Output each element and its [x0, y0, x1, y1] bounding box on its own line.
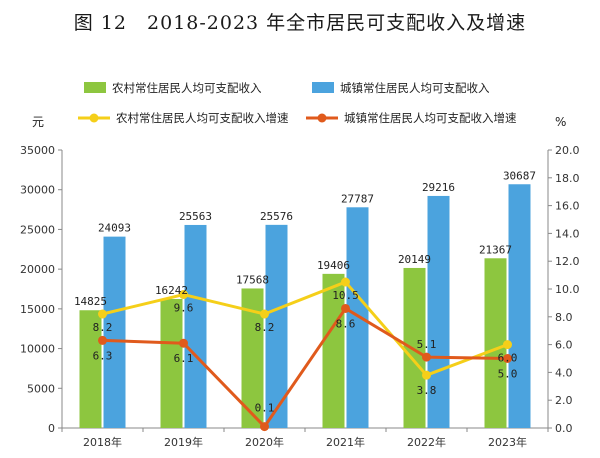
right-tick-label: 0.0	[555, 422, 573, 435]
bar-rural	[79, 310, 102, 428]
point-rural-growth	[341, 277, 350, 287]
data-label-urban-income: 30687	[503, 169, 536, 182]
data-label-urban-growth: 5.1	[417, 338, 437, 351]
data-label-rural-growth: 6.0	[498, 352, 518, 365]
x-tick-label: 2022年	[407, 435, 446, 449]
point-urban-growth	[503, 354, 512, 363]
legend-swatch-urban-bar	[312, 82, 334, 93]
point-rural-growth	[179, 290, 188, 300]
data-label-rural-income: 14825	[74, 295, 107, 308]
data-label-rural-income: 17568	[236, 273, 269, 286]
bar-rural	[160, 298, 183, 428]
right-tick-label: 4.0	[555, 366, 573, 379]
chart-title: 图 12 2018-2023 年全市居民可支配收入及增速	[73, 12, 527, 34]
left-tick-label: 30000	[20, 184, 55, 197]
data-label-urban-growth: 6.3	[93, 349, 113, 362]
legend-label-urban-line: 城镇常住居民人均可支配收入增速	[344, 111, 517, 125]
point-urban-growth	[98, 335, 107, 345]
data-label-urban-growth: 5.0	[498, 368, 518, 381]
right-tick-label: 8.0	[555, 311, 573, 324]
right-tick-label: 20.0	[555, 144, 580, 157]
data-label-urban-income: 24093	[98, 222, 131, 235]
line-rural-growth	[102, 280, 509, 377]
left-tick-label: 10000	[20, 343, 55, 356]
data-label-rural-income: 20149	[398, 253, 431, 266]
data-label-urban-growth: 0.1	[255, 402, 275, 415]
legend-marker-rural	[89, 113, 99, 123]
line-urban-growth	[102, 306, 508, 429]
x-tick-label: 2023年	[488, 435, 527, 449]
left-tick-label: 15000	[20, 303, 55, 316]
legend-swatch-rural-bar	[84, 82, 106, 93]
data-label-urban-income: 25563	[179, 210, 212, 223]
bar-rural	[403, 267, 426, 428]
data-label-urban-growth: 6.1	[174, 352, 194, 365]
legend-label-rural-bar: 农村常住居民人均可支配收入	[112, 81, 262, 95]
data-label-urban-income: 25576	[260, 210, 293, 223]
bar-rural	[484, 258, 507, 428]
left-tick-label: 20000	[20, 263, 55, 276]
left-axis-unit: 元	[32, 115, 44, 129]
bar-urban	[265, 224, 288, 428]
right-axis-unit: %	[555, 115, 566, 129]
data-label-rural-income: 19406	[317, 259, 350, 272]
point-urban-growth	[260, 422, 269, 432]
right-tick-label: 16.0	[555, 200, 580, 213]
point-urban-growth	[422, 352, 431, 362]
data-label-rural-growth: 8.2	[255, 321, 275, 334]
legend-label-urban-bar: 城镇常住居民人均可支配收入	[340, 81, 490, 95]
bar-urban	[508, 184, 531, 428]
bar-urban	[346, 207, 369, 428]
left-tick-label: 5000	[27, 382, 55, 395]
point-urban-growth	[341, 303, 350, 313]
right-tick-label: 2.0	[555, 394, 573, 407]
point-rural-growth	[260, 309, 269, 319]
point-rural-growth	[422, 370, 431, 380]
point-rural-growth	[503, 340, 512, 350]
data-label-urban-growth: 8.6	[336, 317, 356, 330]
data-label-rural-income: 16242	[155, 284, 188, 297]
point-urban-growth	[179, 338, 188, 348]
left-tick-label: 35000	[20, 144, 55, 157]
data-label-rural-income: 21367	[479, 243, 512, 256]
x-tick-label: 2020年	[245, 435, 284, 449]
x-tick-label: 2019年	[164, 435, 203, 449]
bar-rural	[322, 273, 345, 428]
data-label-rural-growth: 9.6	[174, 302, 194, 315]
bar-urban	[103, 236, 126, 428]
right-tick-label: 10.0	[555, 283, 580, 296]
bar-urban	[184, 224, 207, 428]
data-label-urban-income: 29216	[422, 181, 455, 194]
x-tick-label: 2018年	[83, 435, 122, 449]
legend-label-rural-line: 农村常住居民人均可支配收入增速	[116, 111, 289, 125]
right-tick-label: 18.0	[555, 172, 580, 185]
left-tick-label: 0	[48, 422, 55, 435]
x-tick-label: 2021年	[326, 435, 365, 449]
data-label-rural-growth: 10.5	[332, 289, 359, 302]
right-tick-label: 6.0	[555, 339, 573, 352]
legend-marker-urban	[317, 113, 327, 123]
right-tick-label: 14.0	[555, 227, 580, 240]
data-label-rural-growth: 8.2	[93, 321, 113, 334]
data-label-urban-income: 27787	[341, 192, 374, 205]
right-tick-label: 12.0	[555, 255, 580, 268]
data-label-rural-growth: 3.8	[417, 384, 437, 397]
point-rural-growth	[98, 309, 107, 319]
bar-rural	[241, 288, 264, 428]
left-tick-label: 25000	[20, 223, 55, 236]
